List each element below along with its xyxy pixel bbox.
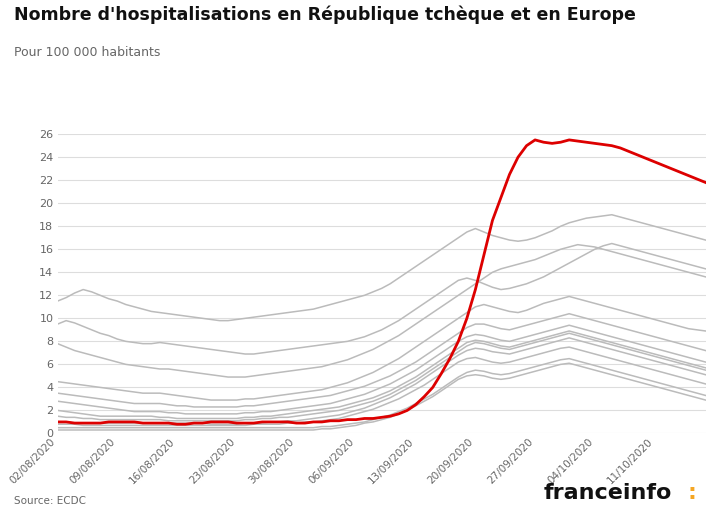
Text: Pour 100 000 habitants: Pour 100 000 habitants [14, 46, 161, 59]
Text: :: : [688, 483, 696, 503]
Text: Nombre d'hospitalisations en République tchèque et en Europe: Nombre d'hospitalisations en République … [14, 5, 636, 24]
Text: Source: ECDC: Source: ECDC [14, 496, 86, 506]
Text: franceinfo: franceinfo [544, 483, 672, 503]
